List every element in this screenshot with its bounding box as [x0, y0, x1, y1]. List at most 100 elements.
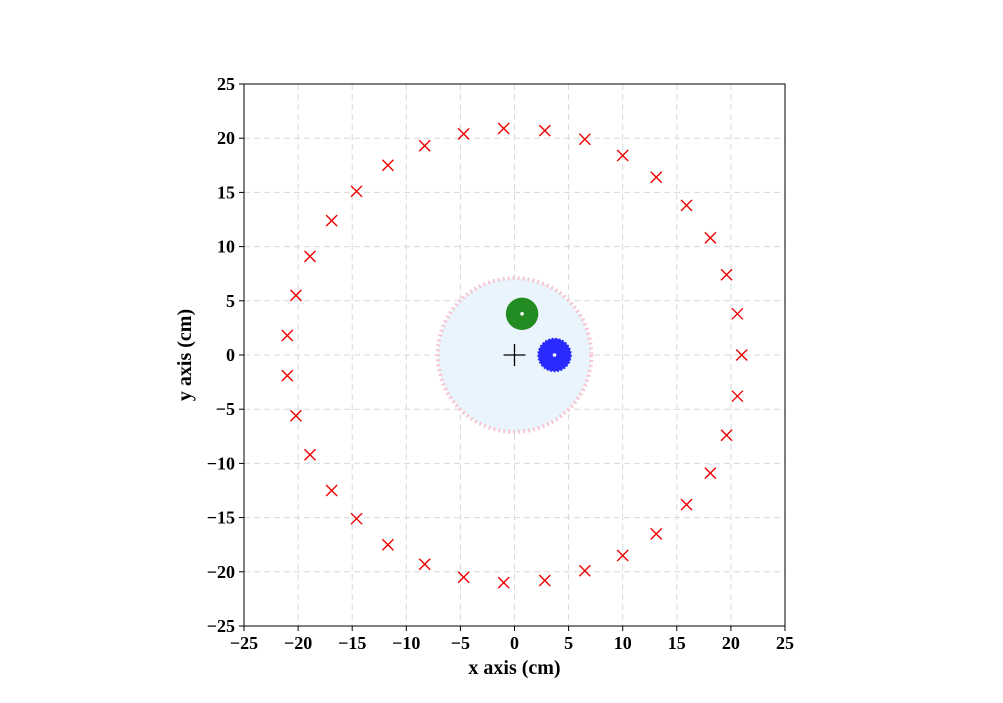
x-marker-stroke: [704, 231, 717, 244]
y-tick-label: −15: [207, 508, 235, 528]
x-marker-stroke: [304, 448, 316, 461]
x-tick-label: −10: [392, 633, 420, 653]
x-marker-stroke: [720, 268, 733, 281]
x-marker-stroke: [289, 409, 302, 422]
x-marker-stroke: [578, 564, 591, 577]
x-marker-stroke: [381, 538, 394, 551]
blue-disc-center-dot: [552, 353, 557, 357]
x-marker-stroke: [325, 214, 338, 227]
green-disc-center-dot: [520, 312, 524, 316]
x-marker-stroke: [281, 329, 294, 342]
y-tick-label: −25: [207, 616, 235, 636]
x-marker: [381, 538, 394, 551]
x-marker: [650, 527, 663, 540]
x-marker-stroke: [457, 127, 470, 140]
x-marker: [350, 512, 363, 525]
x-marker: [281, 369, 294, 382]
x-marker: [497, 122, 510, 135]
x-marker-stroke: [350, 512, 363, 525]
y-tick-label: 25: [217, 74, 235, 94]
x-marker: [281, 329, 294, 342]
x-marker: [304, 250, 316, 263]
x-tick-label: −25: [230, 633, 258, 653]
x-marker-stroke: [650, 171, 663, 184]
x-marker: [538, 124, 551, 137]
y-tick-label: 5: [226, 291, 235, 311]
x-marker-stroke: [325, 484, 338, 497]
x-marker: [497, 576, 510, 589]
x-marker: [350, 185, 363, 198]
x-marker: [616, 149, 629, 162]
y-tick-label: −20: [207, 562, 235, 582]
x-marker-stroke: [538, 574, 551, 587]
x-marker-stroke: [304, 250, 316, 263]
y-tick-label: 10: [217, 237, 235, 257]
x-marker: [650, 171, 663, 184]
x-marker-stroke: [578, 133, 591, 146]
x-marker-stroke: [680, 199, 693, 212]
x-tick-label: 20: [722, 633, 740, 653]
x-marker: [735, 349, 748, 361]
x-axis-title: x axis (cm): [468, 657, 560, 679]
x-marker: [704, 467, 717, 480]
x-tick-label: −15: [338, 633, 366, 653]
x-marker-stroke: [289, 289, 302, 302]
x-tick-label: −20: [284, 633, 312, 653]
x-marker-stroke: [735, 349, 748, 361]
x-marker: [616, 549, 629, 562]
x-marker-stroke: [650, 527, 663, 540]
x-marker-stroke: [418, 558, 431, 571]
disc-objects: [503, 297, 572, 373]
x-marker-stroke: [731, 307, 744, 320]
x-tick-label: 25: [776, 633, 794, 653]
x-marker: [304, 448, 316, 461]
x-marker: [680, 498, 693, 511]
x-marker: [325, 214, 338, 227]
x-marker-stroke: [616, 549, 629, 562]
x-marker: [731, 307, 744, 320]
x-marker-stroke: [457, 571, 470, 584]
x-marker-stroke: [381, 159, 394, 172]
axis-ticks: −25 −20 −15 −10 −5 0 5 10 15 20 25 −25 −20 −15 −10 −5 0 5…: [207, 74, 794, 653]
x-marker: [680, 199, 693, 212]
x-marker: [418, 558, 431, 571]
x-tick-label: 5: [564, 633, 573, 653]
x-marker-stroke: [616, 149, 629, 162]
x-marker: [704, 231, 717, 244]
x-marker: [381, 159, 394, 172]
y-tick-label: 0: [226, 345, 235, 365]
x-tick-label: 15: [668, 633, 686, 653]
y-tick-label: 15: [217, 182, 235, 202]
x-tick-label: 10: [614, 633, 632, 653]
y-tick-label: −10: [207, 453, 235, 473]
x-marker: [538, 574, 551, 587]
x-marker: [418, 139, 431, 152]
x-marker: [289, 409, 302, 422]
x-marker-stroke: [497, 122, 510, 135]
x-marker-stroke: [418, 139, 431, 152]
x-marker-stroke: [497, 576, 510, 589]
x-marker: [731, 390, 744, 403]
x-marker-stroke: [350, 185, 363, 198]
x-marker: [578, 564, 591, 577]
x-marker: [289, 289, 302, 302]
x-marker-stroke: [704, 467, 717, 480]
x-tick-label: −5: [451, 633, 470, 653]
y-tick-label: −5: [216, 399, 235, 419]
x-marker: [457, 571, 470, 584]
x-marker: [720, 268, 733, 281]
x-marker: [720, 429, 733, 442]
x-marker-stroke: [731, 390, 744, 403]
x-tick-label: 0: [510, 633, 519, 653]
x-marker-stroke: [538, 124, 551, 137]
x-marker-stroke: [720, 429, 733, 442]
x-marker: [578, 133, 591, 146]
y-tick-label: 20: [217, 128, 235, 148]
y-axis-title: y axis (cm): [174, 309, 196, 401]
x-marker-stroke: [281, 369, 294, 382]
x-marker: [325, 484, 338, 497]
marker-series: [281, 122, 748, 589]
x-marker: [457, 127, 470, 140]
x-marker-stroke: [680, 498, 693, 511]
